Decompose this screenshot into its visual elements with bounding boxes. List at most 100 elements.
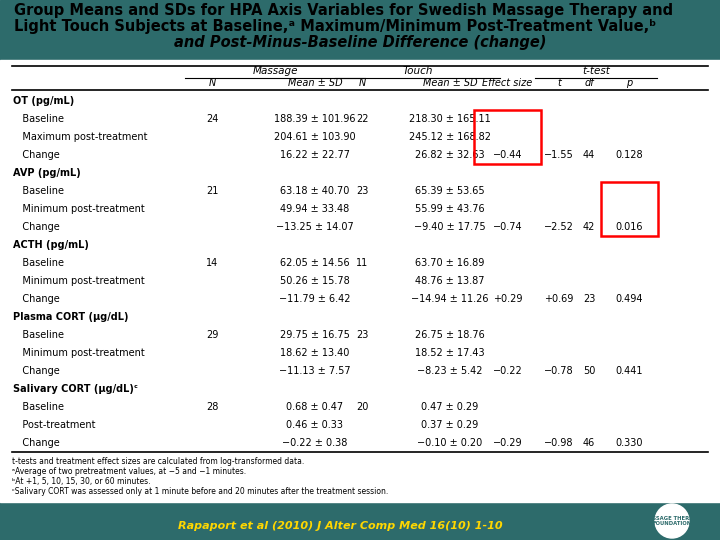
- Text: MASSAGE THERAPY
FOUNDATION: MASSAGE THERAPY FOUNDATION: [643, 516, 701, 526]
- Text: −0.98: −0.98: [544, 438, 574, 448]
- Text: Baseline: Baseline: [13, 258, 64, 268]
- Text: 21: 21: [207, 186, 219, 196]
- Text: Minimum post-treatment: Minimum post-treatment: [13, 204, 145, 214]
- Text: 23: 23: [582, 294, 595, 304]
- Text: Baseline: Baseline: [13, 402, 64, 412]
- Text: Salivary CORT (μg/dL)ᶜ: Salivary CORT (μg/dL)ᶜ: [13, 384, 138, 394]
- Text: ACTH (pg/mL): ACTH (pg/mL): [13, 240, 89, 250]
- Text: −0.22 ± 0.38: −0.22 ± 0.38: [282, 438, 348, 448]
- Text: Change: Change: [13, 366, 60, 376]
- Text: 42: 42: [582, 222, 595, 232]
- Text: Post-treatment: Post-treatment: [13, 420, 96, 430]
- Text: ᵃAverage of two pretreatment values, at −5 and −1 minutes.: ᵃAverage of two pretreatment values, at …: [12, 467, 246, 476]
- Circle shape: [655, 504, 689, 538]
- Text: 218.30 ± 165.11: 218.30 ± 165.11: [409, 114, 491, 124]
- Text: Group Means and SDs for HPA Axis Variables for Swedish Massage Therapy and: Group Means and SDs for HPA Axis Variabl…: [14, 3, 673, 18]
- Text: t-test: t-test: [582, 66, 610, 76]
- Text: 0.37 ± 0.29: 0.37 ± 0.29: [421, 420, 479, 430]
- Bar: [0, 502, 720, 540]
- Text: −0.74: −0.74: [492, 222, 522, 232]
- Text: 50.26 ± 15.78: 50.26 ± 15.78: [280, 276, 350, 286]
- Text: 0.47 ± 0.29: 0.47 ± 0.29: [421, 402, 479, 412]
- Text: Change: Change: [13, 150, 60, 160]
- Text: −1.55: −1.55: [544, 150, 574, 160]
- Text: 65.39 ± 53.65: 65.39 ± 53.65: [415, 186, 485, 196]
- Text: Plasma CORT (μg/dL): Plasma CORT (μg/dL): [13, 312, 128, 322]
- Text: Baseline: Baseline: [13, 186, 64, 196]
- Text: 0.128: 0.128: [616, 150, 643, 160]
- Text: Baseline: Baseline: [13, 330, 64, 340]
- Text: Light Touch Subjects at Baseline,ᵃ Maximum/Minimum Post-Treatment Value,ᵇ: Light Touch Subjects at Baseline,ᵃ Maxim…: [14, 19, 656, 34]
- Text: 46: 46: [583, 438, 595, 448]
- Text: t-tests and treatment effect sizes are calculated from log-transformed data.: t-tests and treatment effect sizes are c…: [12, 457, 305, 466]
- Text: 28: 28: [207, 402, 219, 412]
- Text: 29: 29: [207, 330, 219, 340]
- Text: −14.94 ± 11.26: −14.94 ± 11.26: [411, 294, 489, 304]
- Text: 0.68 ± 0.47: 0.68 ± 0.47: [287, 402, 343, 412]
- Text: 29.75 ± 16.75: 29.75 ± 16.75: [280, 330, 350, 340]
- Text: AVP (pg/mL): AVP (pg/mL): [13, 168, 81, 178]
- Text: 18.52 ± 17.43: 18.52 ± 17.43: [415, 348, 485, 358]
- Text: and Post-Minus-Baseline Difference (change): and Post-Minus-Baseline Difference (chan…: [174, 35, 546, 50]
- Text: 44: 44: [583, 150, 595, 160]
- Text: −8.23 ± 5.42: −8.23 ± 5.42: [418, 366, 482, 376]
- Text: −11.79 ± 6.42: −11.79 ± 6.42: [279, 294, 351, 304]
- Bar: [0, 0, 720, 60]
- Text: Mean ± SD: Mean ± SD: [423, 78, 477, 88]
- Text: 49.94 ± 33.48: 49.94 ± 33.48: [280, 204, 350, 214]
- Text: −9.40 ± 17.75: −9.40 ± 17.75: [414, 222, 486, 232]
- Text: 0.016: 0.016: [616, 222, 643, 232]
- Text: 0.46 ± 0.33: 0.46 ± 0.33: [287, 420, 343, 430]
- Text: −2.52: −2.52: [544, 222, 574, 232]
- Text: Touch: Touch: [402, 66, 433, 76]
- Text: N: N: [359, 78, 366, 88]
- Text: OT (pg/mL): OT (pg/mL): [13, 96, 74, 106]
- Text: 0.494: 0.494: [616, 294, 643, 304]
- Text: 0.441: 0.441: [616, 366, 643, 376]
- Text: 11: 11: [356, 258, 369, 268]
- Text: +0.29: +0.29: [492, 294, 522, 304]
- Text: 188.39 ± 101.96: 188.39 ± 101.96: [274, 114, 356, 124]
- Bar: [601, 182, 658, 236]
- Text: 204.61 ± 103.90: 204.61 ± 103.90: [274, 132, 356, 142]
- Text: 22: 22: [356, 114, 369, 124]
- Text: 62.05 ± 14.56: 62.05 ± 14.56: [280, 258, 350, 268]
- Text: Minimum post-treatment: Minimum post-treatment: [13, 348, 145, 358]
- Text: 14: 14: [207, 258, 219, 268]
- Text: t: t: [557, 78, 561, 88]
- Text: Mean ± SD: Mean ± SD: [288, 78, 342, 88]
- Text: Rapaport et al (2010) J Alter Comp Med 16(10) 1-10: Rapaport et al (2010) J Alter Comp Med 1…: [178, 521, 503, 531]
- Text: ᶜSalivary CORT was assessed only at 1 minute before and 20 minutes after the tre: ᶜSalivary CORT was assessed only at 1 mi…: [12, 487, 388, 496]
- Text: Change: Change: [13, 222, 60, 232]
- Text: 48.76 ± 13.87: 48.76 ± 13.87: [415, 276, 485, 286]
- Text: 55.99 ± 43.76: 55.99 ± 43.76: [415, 204, 485, 214]
- Text: −0.78: −0.78: [544, 366, 574, 376]
- Text: 245.12 ± 168.82: 245.12 ± 168.82: [409, 132, 491, 142]
- Text: Massage: Massage: [252, 66, 298, 76]
- Text: 26.75 ± 18.76: 26.75 ± 18.76: [415, 330, 485, 340]
- Text: −0.22: −0.22: [492, 366, 523, 376]
- Bar: [0, 60, 720, 502]
- Text: Change: Change: [13, 294, 60, 304]
- Text: −0.29: −0.29: [492, 438, 522, 448]
- Text: −13.25 ± 14.07: −13.25 ± 14.07: [276, 222, 354, 232]
- Text: Minimum post-treatment: Minimum post-treatment: [13, 276, 145, 286]
- Text: 63.70 ± 16.89: 63.70 ± 16.89: [415, 258, 485, 268]
- Text: 26.82 ± 32.63: 26.82 ± 32.63: [415, 150, 485, 160]
- Text: ᵇAt +1, 5, 10, 15, 30, or 60 minutes.: ᵇAt +1, 5, 10, 15, 30, or 60 minutes.: [12, 477, 150, 486]
- Text: 24: 24: [207, 114, 219, 124]
- Text: −0.10 ± 0.20: −0.10 ± 0.20: [418, 438, 482, 448]
- Text: 50: 50: [582, 366, 595, 376]
- Text: 0.330: 0.330: [616, 438, 643, 448]
- Text: Maximum post-treatment: Maximum post-treatment: [13, 132, 148, 142]
- Text: Baseline: Baseline: [13, 114, 64, 124]
- Text: 20: 20: [356, 402, 369, 412]
- Text: 23: 23: [356, 330, 369, 340]
- Text: 63.18 ± 40.70: 63.18 ± 40.70: [280, 186, 350, 196]
- Text: Effect size: Effect size: [482, 78, 533, 88]
- Text: 16.22 ± 22.77: 16.22 ± 22.77: [280, 150, 350, 160]
- Text: −0.44: −0.44: [492, 150, 522, 160]
- Text: +0.69: +0.69: [544, 294, 574, 304]
- Text: df: df: [584, 78, 594, 88]
- Bar: [474, 110, 541, 164]
